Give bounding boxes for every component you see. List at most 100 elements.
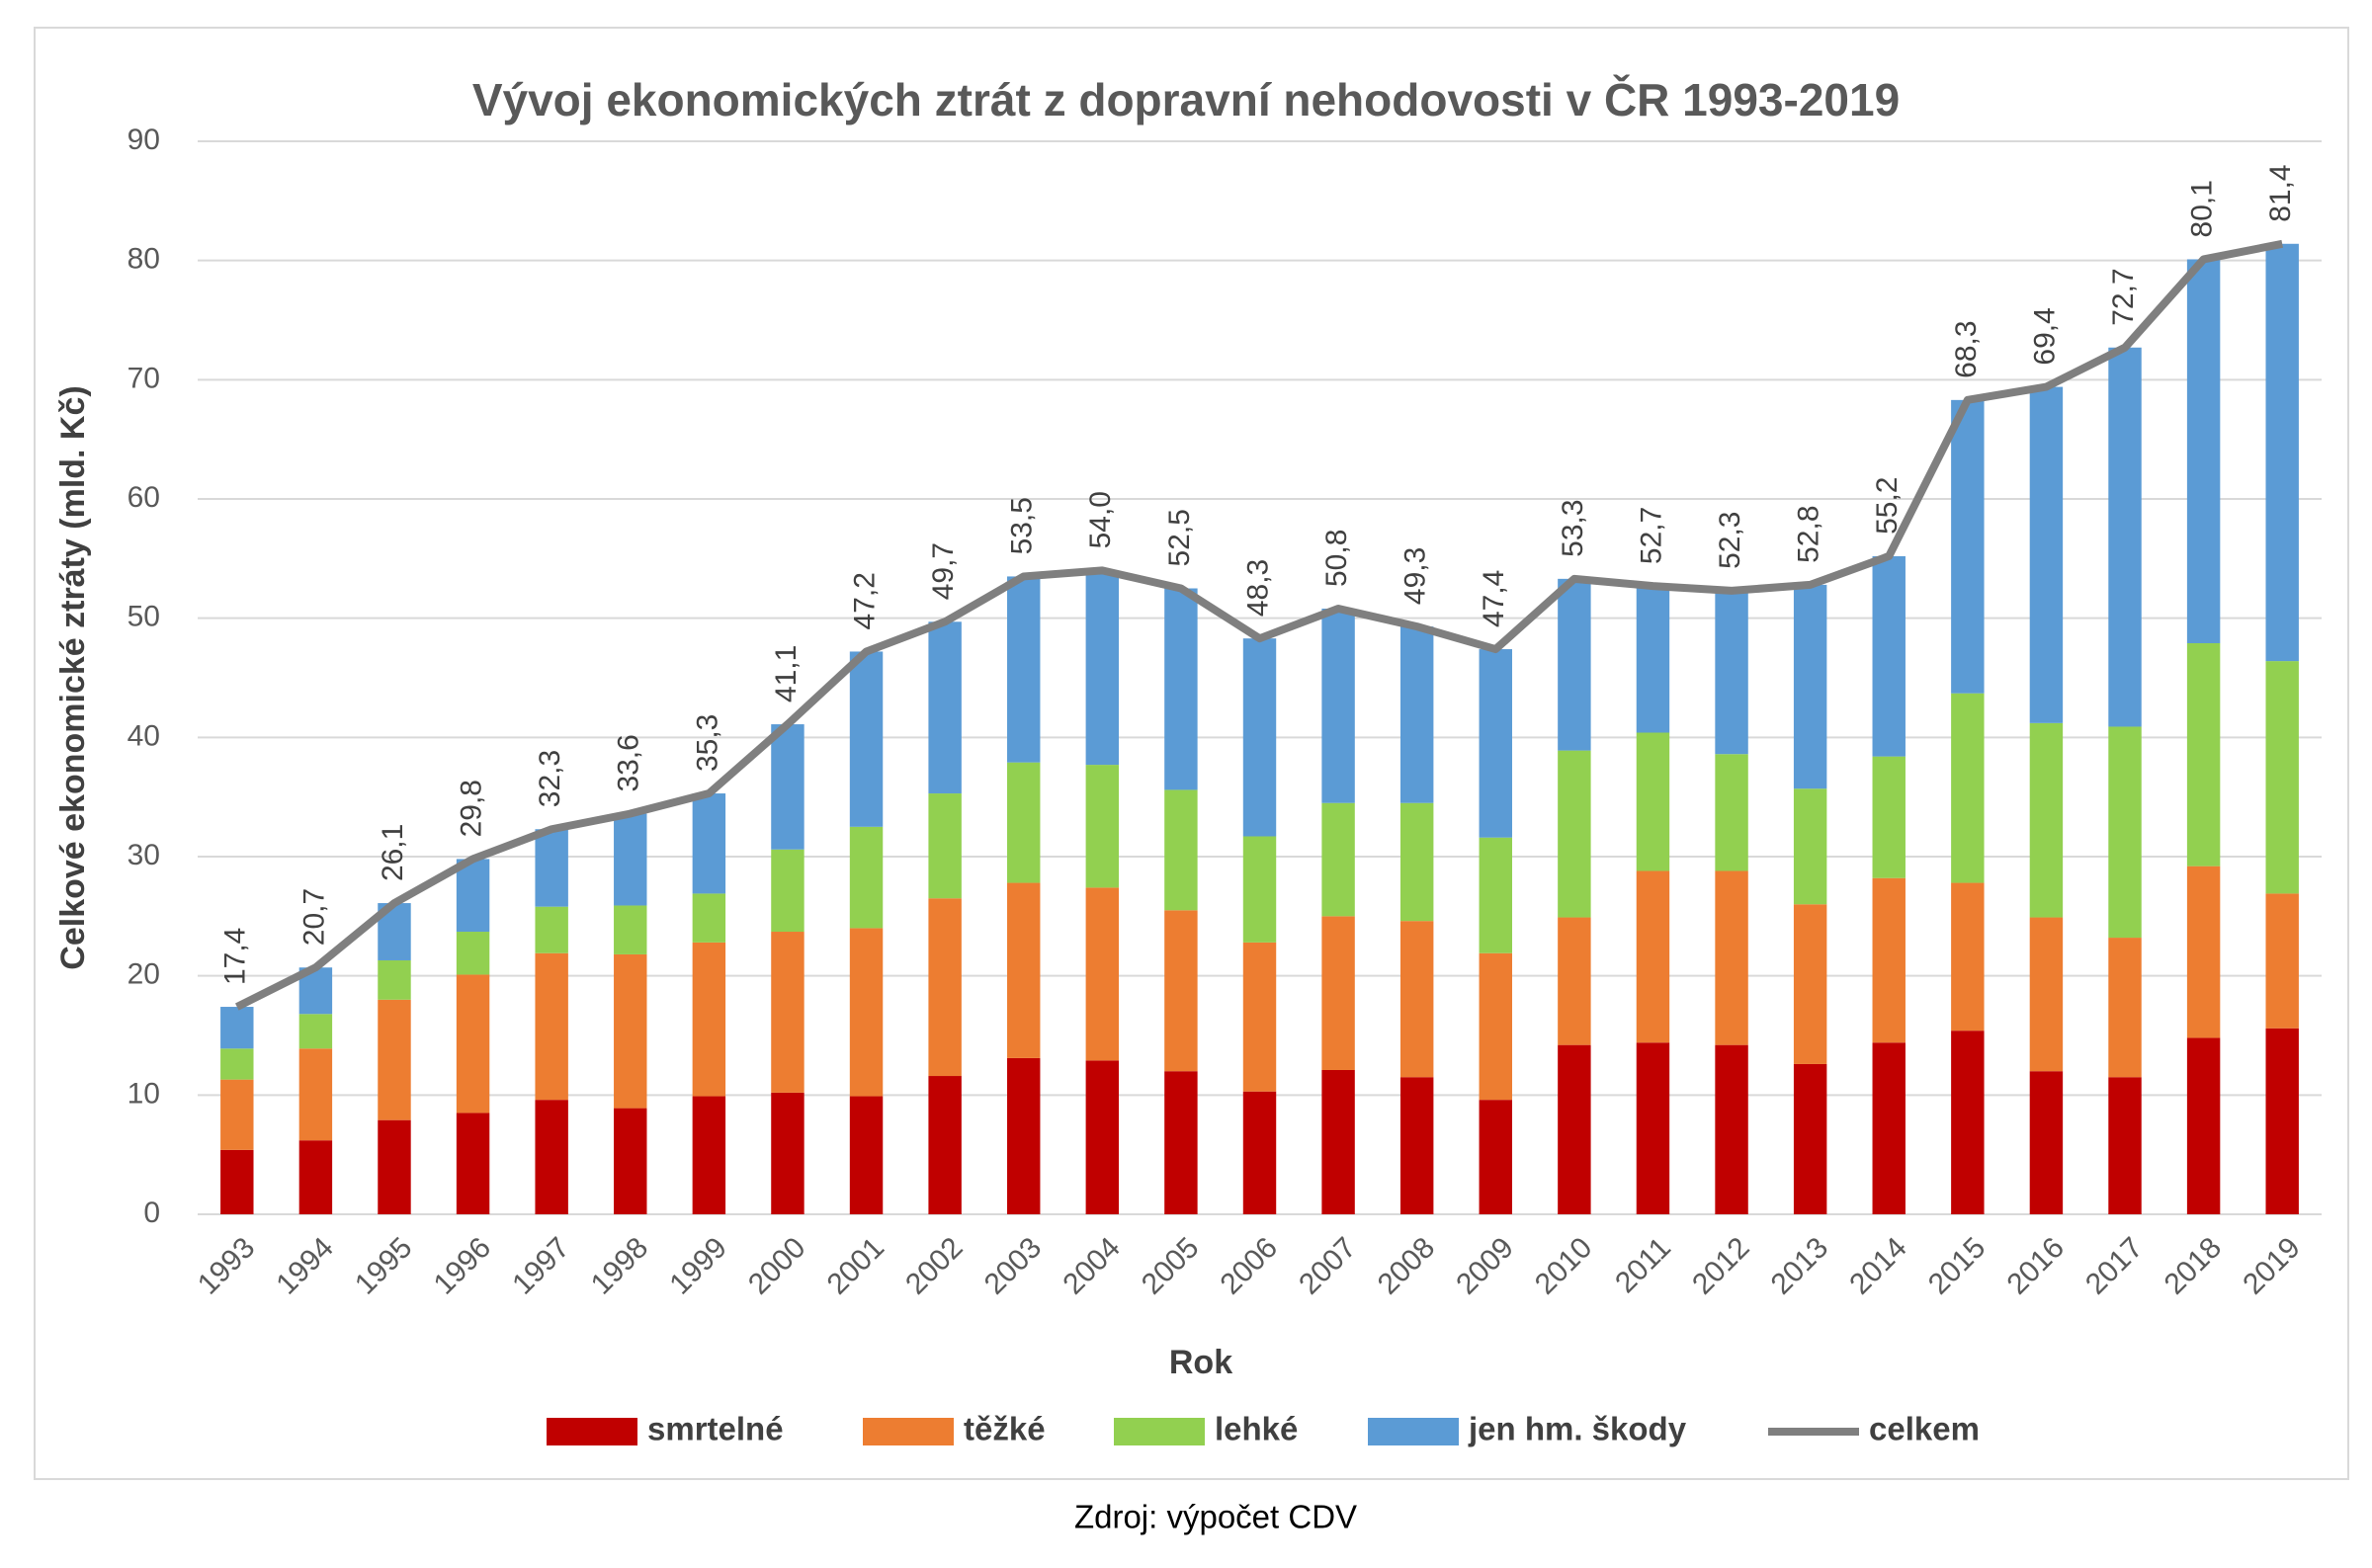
bar-segment — [378, 1119, 411, 1214]
data-label: 50,8 — [1320, 530, 1353, 587]
bar-segment — [1558, 578, 1591, 751]
bar-segment — [1321, 916, 1355, 1070]
data-label: 35,3 — [691, 714, 723, 772]
legend-label: lehké — [1215, 1411, 1298, 1447]
x-axis-title: Rok — [1169, 1344, 1232, 1381]
bar-segment — [535, 952, 568, 1101]
y-tick-label: 30 — [127, 839, 160, 871]
bar-segment — [2186, 259, 2221, 644]
bar-segment — [1479, 837, 1512, 953]
data-label: 53,3 — [1557, 499, 1589, 556]
bar-segment — [2029, 386, 2064, 723]
bar-segment — [771, 932, 805, 1093]
total-line — [235, 239, 2283, 1011]
bar-segment — [1399, 802, 1434, 922]
bar-segment — [1558, 1044, 1591, 1214]
data-label: 33,6 — [613, 734, 645, 791]
data-label: 52,8 — [1793, 505, 1825, 562]
bar-segment — [1715, 1044, 1748, 1214]
y-tick-label: 50 — [127, 601, 160, 633]
bar-segment — [692, 942, 726, 1097]
data-label: 49,7 — [927, 542, 960, 600]
y-axis-title: Celkové ekonomické ztráty (mld. Kč) — [54, 385, 92, 969]
legend-label: celkem — [1869, 1411, 1980, 1447]
bar-segment — [614, 1108, 647, 1214]
legend-label: těžké — [964, 1411, 1046, 1447]
bar-segment — [928, 621, 962, 794]
bar-segment — [1085, 570, 1120, 766]
bar-segment — [1479, 952, 1512, 1101]
bar-segment — [535, 906, 568, 953]
bar-segment — [771, 1092, 805, 1214]
y-tick-label: 70 — [127, 362, 160, 394]
bar-segment — [2108, 938, 2142, 1078]
bar-segment — [614, 953, 647, 1109]
bar-segment — [928, 1076, 962, 1214]
y-tick-label: 10 — [127, 1077, 160, 1110]
data-label: 68,3 — [1950, 320, 1983, 377]
bar-segment — [1242, 836, 1277, 943]
bar-segment — [2108, 1077, 2142, 1214]
data-label: 81,4 — [2264, 164, 2297, 221]
bar-segment — [535, 1100, 568, 1214]
bar-segment — [771, 724, 805, 850]
bar-segment — [2265, 243, 2299, 662]
bar-segment — [2029, 1071, 2064, 1214]
bar-segment — [614, 813, 647, 906]
bar-segment — [1872, 877, 1906, 1043]
bar-segment — [1085, 1060, 1120, 1214]
bar-segment — [928, 898, 962, 1077]
data-label: 26,1 — [377, 824, 409, 881]
bar-segment — [378, 999, 411, 1120]
data-label: 69,4 — [2028, 307, 2061, 365]
data-label: 29,8 — [455, 780, 487, 837]
data-label: 53,5 — [1006, 497, 1039, 554]
bar-segment — [456, 932, 490, 975]
bar-segment — [1479, 649, 1512, 838]
bar-segment — [614, 905, 647, 954]
bar-segment — [771, 849, 805, 933]
bar-segment — [378, 959, 411, 1000]
bar-segment — [1715, 870, 1748, 1045]
bar-segment — [1872, 756, 1906, 878]
data-label: 72,7 — [2107, 268, 2140, 325]
bar-segment — [1636, 1042, 1670, 1214]
bar-segment — [1793, 1063, 1827, 1214]
bar-segment — [2186, 643, 2221, 867]
data-label: 55,2 — [1871, 477, 1904, 535]
bar-segment — [2029, 917, 2064, 1072]
bar-segment — [220, 1007, 254, 1049]
bar-segment — [220, 1149, 254, 1214]
data-label: 52,3 — [1714, 512, 1746, 569]
bar-segment — [1242, 942, 1277, 1092]
data-label: 41,1 — [770, 645, 803, 702]
bar-segment — [1872, 1042, 1906, 1214]
data-label: 47,2 — [848, 572, 881, 629]
bar-segment — [692, 793, 726, 894]
bar-segment — [1951, 1031, 1985, 1214]
bar-segment — [2108, 347, 2142, 727]
y-tick-label: 80 — [127, 243, 160, 276]
bar-segment — [849, 1096, 884, 1214]
bar-segment — [1085, 765, 1120, 888]
data-label: 49,3 — [1399, 547, 1432, 605]
bar-segment — [1715, 754, 1748, 871]
bar-segment — [1321, 802, 1355, 917]
y-tick-label: 90 — [127, 124, 160, 156]
bar-segment — [1951, 693, 1985, 883]
bar-segment — [1793, 788, 1827, 905]
bar-segment — [928, 793, 962, 899]
bar-segment — [535, 829, 568, 907]
data-label: 17,4 — [219, 928, 252, 985]
bar-segment — [220, 1079, 254, 1150]
bar-segment — [849, 928, 884, 1097]
bar-segment — [1164, 588, 1198, 790]
legend-swatch — [547, 1418, 637, 1445]
bar-segment — [692, 893, 726, 943]
data-label: 32,3 — [534, 750, 566, 807]
bar-segment — [1479, 1100, 1512, 1214]
bar-segment — [1636, 732, 1670, 871]
data-label: 47,4 — [1478, 570, 1510, 627]
bar-segment — [1321, 609, 1355, 803]
y-tick-label: 60 — [127, 481, 160, 514]
